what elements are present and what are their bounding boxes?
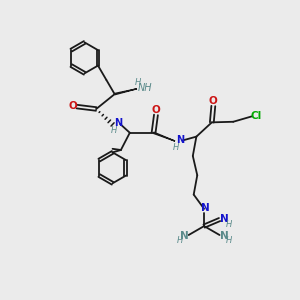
Text: O: O [152, 105, 161, 115]
Text: H: H [225, 220, 232, 230]
Text: H: H [135, 78, 141, 87]
Text: H: H [177, 236, 183, 245]
Text: Cl: Cl [251, 111, 262, 121]
Text: N: N [114, 118, 122, 128]
Polygon shape [153, 132, 175, 141]
Text: O: O [68, 101, 77, 111]
Text: N: N [220, 231, 229, 241]
Text: N: N [220, 214, 229, 224]
Text: H: H [173, 142, 179, 152]
Text: N: N [179, 231, 188, 241]
Text: H: H [111, 126, 117, 135]
Text: O: O [209, 96, 218, 106]
Text: N: N [176, 135, 184, 145]
Text: N: N [201, 203, 209, 213]
Text: NH: NH [138, 83, 153, 93]
Text: H: H [225, 236, 232, 245]
Polygon shape [115, 89, 137, 95]
